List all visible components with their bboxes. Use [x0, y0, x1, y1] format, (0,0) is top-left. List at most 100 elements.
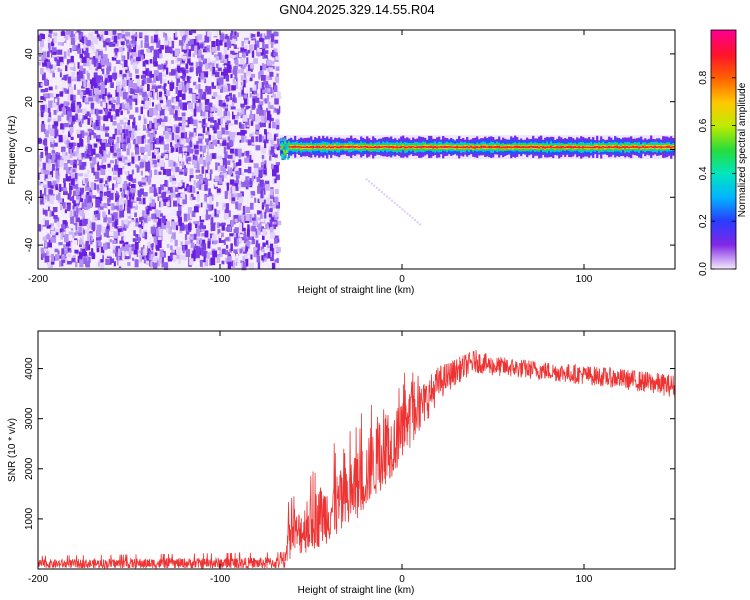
spectrogram-cell — [100, 256, 104, 263]
spectrogram-cell — [141, 249, 144, 257]
spectrogram-cell — [91, 237, 94, 241]
spectrogram-cell — [183, 167, 188, 174]
spectrogram-cell — [154, 139, 157, 144]
colorbar-strip — [711, 67, 736, 71]
spectrogram-cell — [225, 95, 228, 100]
signal-cell — [616, 145, 619, 148]
spectrogram-cell — [151, 213, 156, 218]
spectrogram-cell — [83, 79, 86, 88]
spectrogram-cell — [77, 89, 81, 95]
spectrogram-cell — [221, 260, 225, 265]
spectrogram-cell — [270, 232, 275, 239]
spectrogram-cell — [102, 223, 107, 227]
spectrogram-cell — [133, 249, 138, 257]
spectrogram-cell — [198, 142, 204, 148]
spectrogram-cell — [189, 194, 194, 201]
spectrogram-cell — [152, 56, 157, 65]
spectrogram-cell — [50, 223, 54, 227]
spectrogram-cell — [230, 154, 236, 161]
artifact-cell — [380, 191, 383, 194]
spectrogram-cell — [207, 102, 213, 111]
spectrogram-cell — [138, 224, 143, 228]
spectrogram-cell — [160, 201, 164, 208]
spectrogram-cell — [147, 77, 152, 84]
spectrogram-cell — [201, 233, 206, 237]
spectrogram-cell — [248, 32, 252, 40]
spectrogram-cell — [215, 39, 219, 47]
spectrogram-cell — [193, 108, 197, 117]
signal-cell — [540, 145, 543, 148]
signal-cell — [496, 145, 499, 148]
colorbar-strip — [711, 205, 736, 208]
spectrogram-cell — [52, 102, 57, 108]
spectrogram-cell — [154, 85, 158, 94]
spectrogram-cell — [105, 127, 108, 135]
spectrogram-cell — [263, 170, 267, 175]
signal-cell — [490, 146, 493, 149]
spectrogram-cell — [189, 39, 194, 45]
spectrogram-cell — [153, 107, 158, 116]
spectrogram-cell — [184, 80, 189, 86]
signal-cell — [424, 146, 427, 148]
spectrogram-cell — [117, 123, 121, 130]
spectrogram-cell — [161, 252, 165, 257]
spectrogram-cell — [89, 59, 92, 66]
spectrogram-cell — [100, 101, 103, 107]
spectrogram-cell — [58, 56, 64, 62]
spectrogram-cell — [260, 218, 265, 222]
spectrogram-cell — [242, 261, 246, 268]
spectrogram-cell — [208, 134, 211, 141]
spectrogram-cell — [243, 79, 246, 88]
spectrogram-cell — [246, 76, 250, 82]
spectrogram-cell — [70, 55, 74, 64]
spectrogram-cell — [276, 207, 280, 212]
spectrogram-cell — [94, 207, 98, 211]
signal-cell — [484, 145, 487, 148]
spectrogram-cell — [249, 133, 254, 137]
spectrogram-cell — [137, 50, 143, 58]
spectrogram-cell — [127, 262, 131, 266]
spectrogram-cell — [264, 141, 267, 149]
spectrogram-cell — [145, 161, 151, 168]
signal-cell — [422, 146, 425, 148]
spectrogram-cell — [216, 131, 222, 139]
spectrogram-cell — [265, 199, 270, 205]
spectrogram-cell — [112, 30, 117, 35]
spectrogram-cell — [70, 103, 75, 111]
spectrogram-cell — [81, 249, 86, 254]
spectrogram-cell — [184, 244, 188, 250]
spectrogram-cell — [96, 97, 101, 104]
spectrogram-cell — [257, 261, 261, 269]
spectrogram-cell — [69, 154, 73, 159]
spectrogram-cell — [69, 197, 74, 201]
spectrogram-cell — [204, 259, 208, 267]
colorbar-strip — [711, 143, 736, 147]
spectrogram-cell — [268, 36, 272, 45]
spectrogram-cell — [199, 43, 204, 49]
spectrogram-cell — [130, 180, 134, 185]
spectrogram-cell — [106, 38, 111, 43]
spectrogram-cell — [209, 124, 214, 129]
spectrogram-cell — [159, 141, 165, 145]
spectrogram-cell — [171, 221, 174, 229]
spectrogram-cell — [163, 84, 166, 91]
spectrogram-cell — [78, 232, 83, 236]
spectrogram-cell — [251, 152, 255, 160]
signal-cell — [350, 145, 353, 148]
spectrogram-cell — [124, 244, 129, 252]
spectrogram-cell — [153, 189, 158, 197]
spectrogram-cell — [50, 155, 55, 164]
spectrogram-cell — [47, 107, 51, 113]
spectrogram-cell — [231, 101, 235, 106]
spectrogram-cell — [47, 195, 50, 202]
spectrogram-cell — [136, 197, 141, 201]
spectrogram-cell — [264, 209, 270, 213]
spectrogram-cell — [53, 32, 58, 37]
colorbar-strip — [711, 129, 736, 133]
y-tick-label: 4000 — [24, 357, 35, 380]
spectrogram-cell — [45, 151, 48, 156]
signal-cell — [582, 146, 585, 149]
spectrogram-cell — [185, 185, 189, 191]
spectrogram-cell — [135, 136, 139, 144]
spectrogram-cell — [87, 169, 90, 174]
